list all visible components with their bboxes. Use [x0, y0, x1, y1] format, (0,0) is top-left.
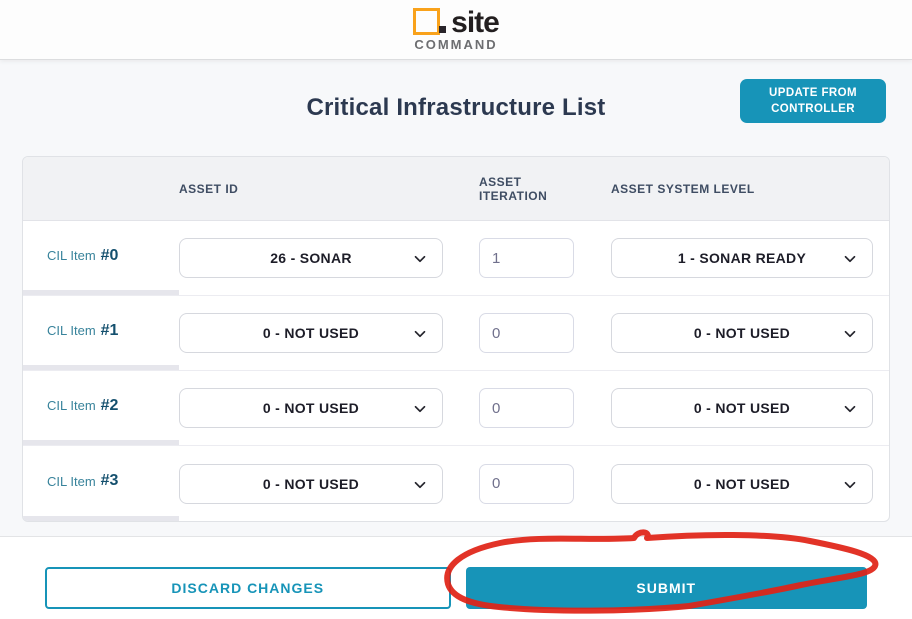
cil-table: ASSET ID ASSET ITERATION ASSET SYSTEM LE…	[22, 156, 890, 522]
header-asset-id: ASSET ID	[179, 181, 239, 196]
asset-system-level-select-3[interactable]: 0 - NOT USED	[611, 463, 873, 504]
row-label-prefix: CIL Item	[47, 473, 96, 489]
chevron-down-icon	[414, 481, 426, 488]
row-label-number: #2	[100, 396, 119, 414]
chevron-down-icon	[414, 255, 426, 263]
row-label-prefix: CIL Item	[47, 323, 96, 338]
asset-system-level-select-0[interactable]: 1 - SONAR READY	[611, 238, 873, 278]
asset-id-select-2[interactable]: 0 - NOT USED	[179, 388, 443, 428]
submit-button[interactable]: SUBMIT	[465, 567, 867, 609]
asset-system-level-select-2[interactable]: 0 - NOT USED	[611, 388, 873, 428]
asset-id-select-3[interactable]: 0 - NOT USED	[179, 463, 443, 504]
logo-text-command: COMMAND	[414, 36, 498, 52]
asset-iteration-input-0[interactable]	[479, 238, 574, 278]
asset-iteration-input-1[interactable]	[479, 313, 574, 353]
update-from-controller-button[interactable]: UPDATE FROM CONTROLLER	[740, 79, 886, 124]
asset-id-value: 0 - NOT USED	[262, 400, 360, 416]
title-row: Critical Infrastructure List UPDATE FROM…	[0, 60, 912, 156]
logo-text-site: site	[451, 5, 500, 39]
asset-system-level-value: 1 - SONAR READY	[677, 250, 807, 266]
asset-id-select-1[interactable]: 0 - NOT USED	[179, 313, 443, 353]
table-row: CIL Item #3 0 - NOT USED 0 - NOT USED	[23, 446, 889, 521]
row-label-prefix: CIL Item	[47, 398, 96, 413]
table-row: CIL Item #1 0 - NOT USED 0 - NOT USED	[23, 296, 889, 371]
chevron-down-icon	[844, 481, 856, 488]
chevron-down-icon	[844, 330, 856, 338]
table-row: CIL Item #0 26 - SONAR 1 - SONAR READY	[23, 221, 889, 296]
footer-action-bar: DISCARD CHANGES SUBMIT	[0, 536, 912, 619]
table-header-row: ASSET ID ASSET ITERATION ASSET SYSTEM LE…	[23, 157, 889, 221]
header-asset-system-level: ASSET SYSTEM LEVEL	[611, 181, 755, 196]
row-label-number: #0	[100, 246, 119, 264]
asset-iteration-input-3[interactable]	[479, 463, 574, 504]
asset-system-level-value: 0 - NOT USED	[693, 475, 791, 492]
asset-id-value: 26 - SONAR	[270, 250, 352, 266]
logo-dot-icon	[439, 25, 447, 33]
discard-changes-button[interactable]: DISCARD CHANGES	[45, 567, 451, 609]
row-label-number: #1	[100, 321, 119, 339]
table-row: CIL Item #2 0 - NOT USED 0 - NOT USED	[23, 371, 889, 446]
row-label-cil-item-3: CIL Item #3	[23, 446, 179, 521]
chevron-down-icon	[414, 330, 426, 338]
asset-system-level-value: 0 - NOT USED	[693, 400, 791, 416]
asset-id-select-0[interactable]: 26 - SONAR	[179, 238, 443, 278]
row-label-number: #3	[100, 472, 119, 489]
chevron-down-icon	[844, 405, 856, 413]
asset-id-value: 0 - NOT USED	[262, 475, 360, 492]
row-label-cil-item-0: CIL Item #0	[23, 221, 179, 295]
row-label-prefix: CIL Item	[47, 248, 96, 263]
asset-id-value: 0 - NOT USED	[262, 325, 360, 341]
row-label-cil-item-2: CIL Item #2	[23, 371, 179, 445]
chevron-down-icon	[844, 255, 856, 263]
page-title: Critical Infrastructure List	[306, 94, 606, 121]
sitecommand-logo: site COMMAND	[413, 5, 500, 52]
asset-system-level-select-1[interactable]: 0 - NOT USED	[611, 313, 873, 353]
asset-system-level-value: 0 - NOT USED	[693, 325, 791, 341]
chevron-down-icon	[414, 405, 426, 413]
top-bar: site COMMAND	[0, 0, 912, 60]
header-asset-iteration: ASSET ITERATION	[479, 174, 548, 203]
logo-orange-square-icon	[413, 7, 447, 35]
row-label-cil-item-1: CIL Item #1	[23, 296, 179, 370]
asset-iteration-input-2[interactable]	[479, 388, 574, 428]
